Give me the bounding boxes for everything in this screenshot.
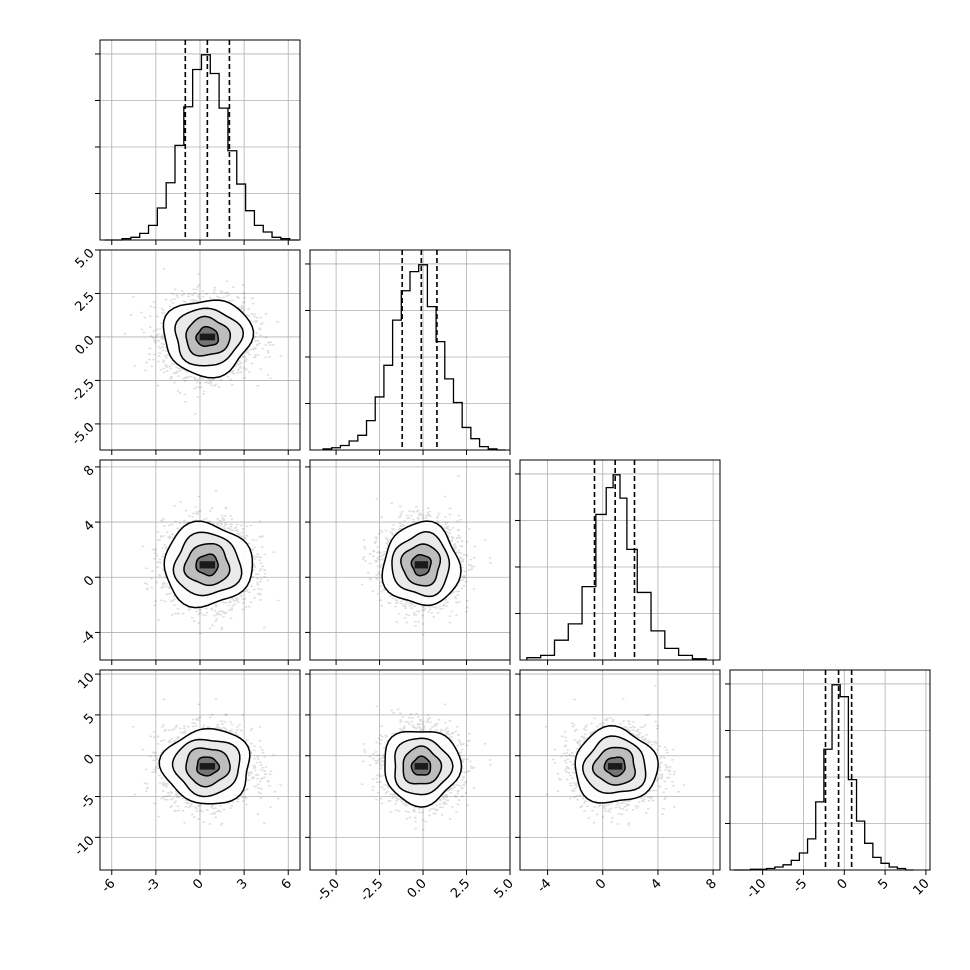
y-tick-label-3-2: 0 — [81, 752, 97, 768]
x-tick-label-0-1: -3 — [143, 876, 163, 896]
joint-panel-2-0 — [99, 459, 301, 661]
histogram-3 — [734, 684, 914, 871]
joint-panel-3-0 — [99, 669, 301, 871]
density-peak — [414, 561, 428, 569]
x-tick-label-1-2: 0.0 — [405, 876, 430, 901]
y-tick-label-2-1: 0 — [81, 573, 97, 589]
y-tick-label-1-4: 5.0 — [72, 246, 97, 271]
x-tick-label-1-1: -2.5 — [358, 876, 387, 905]
x-tick-label-0-3: 3 — [234, 876, 250, 892]
joint-panel-2-1 — [309, 459, 511, 661]
x-tick-label-0-0: -6 — [99, 876, 119, 896]
x-tick-label-1-0: -5.0 — [314, 876, 343, 905]
y-tick-label-2-3: 8 — [81, 463, 97, 479]
panel-frame — [729, 669, 931, 871]
joint-panel-3-2 — [519, 669, 721, 871]
x-tick-label-3-0: -10 — [744, 876, 770, 902]
joint-panel-1-0 — [99, 249, 301, 451]
histogram-0 — [104, 54, 299, 241]
y-tick-label-3-0: -10 — [72, 833, 98, 859]
panel-frame — [309, 249, 511, 451]
x-tick-label-1-4: 5.0 — [492, 876, 517, 901]
y-tick-label-2-0: -4 — [78, 628, 98, 648]
x-tick-label-2-2: 4 — [648, 876, 664, 892]
y-tick-label-3-1: -5 — [78, 793, 98, 813]
x-tick-label-0-2: 0 — [190, 876, 206, 892]
density-peak — [199, 763, 216, 770]
hist-panel-2 — [515, 459, 721, 661]
density-peak — [414, 763, 428, 770]
density-peak — [199, 333, 216, 341]
histogram-1 — [322, 264, 506, 451]
y-tick-label-2-2: 4 — [81, 518, 97, 534]
hist-panel-0 — [95, 39, 301, 241]
x-tick-label-3-1: -5 — [791, 876, 811, 896]
panel-frame — [519, 459, 721, 661]
x-tick-label-2-3: 8 — [703, 876, 719, 892]
x-tick-label-3-3: 5 — [875, 876, 891, 892]
y-tick-label-1-0: -5.0 — [69, 420, 98, 449]
panel-frame — [519, 669, 721, 871]
x-tick-label-2-0: -4 — [535, 876, 555, 896]
y-tick-label-1-3: 2.5 — [72, 290, 97, 315]
joint-panel-3-1 — [309, 669, 511, 871]
hist-panel-1 — [305, 249, 511, 451]
y-tick-label-1-2: 0.0 — [72, 333, 97, 358]
density-peak — [199, 561, 216, 569]
y-tick-label-3-4: 10 — [75, 670, 97, 692]
y-tick-label-3-3: 5 — [81, 711, 97, 727]
histogram-2 — [526, 474, 707, 660]
density-peak — [607, 763, 623, 770]
hist-panel-3 — [725, 669, 931, 871]
x-tick-label-1-3: 2.5 — [448, 876, 473, 901]
y-tick-label-1-1: -2.5 — [69, 376, 98, 405]
x-tick-label-3-2: 0 — [835, 876, 851, 892]
panel-frame — [309, 459, 511, 661]
panel-frame — [309, 669, 511, 871]
x-tick-label-0-4: 6 — [279, 876, 295, 892]
x-tick-label-2-1: 0 — [593, 876, 609, 892]
x-tick-label-3-4: 10 — [910, 876, 932, 898]
